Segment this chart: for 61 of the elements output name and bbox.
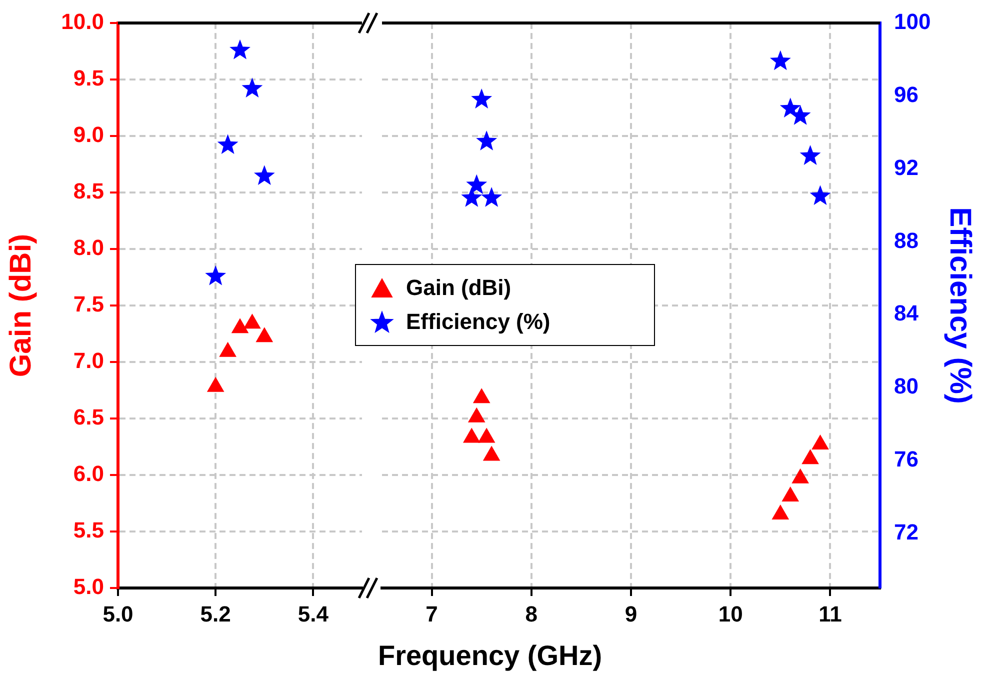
y2-axis-title: Efficiency (%) xyxy=(944,207,977,404)
point xyxy=(217,134,238,154)
point xyxy=(802,450,819,464)
y-tick-label: 7.0 xyxy=(73,348,104,374)
point xyxy=(473,388,490,404)
y-tick-label: 6.5 xyxy=(73,404,104,430)
y2-tick-label: 72 xyxy=(894,519,918,544)
point xyxy=(242,78,263,98)
point xyxy=(792,468,809,484)
y2-tick-label: 92 xyxy=(894,154,918,180)
y2-tick-label: 76 xyxy=(894,446,918,472)
legend-label: Efficiency (%) xyxy=(406,309,550,335)
point xyxy=(207,377,224,392)
y-tick-label: 5.5 xyxy=(73,518,104,543)
point xyxy=(461,186,482,207)
y-axis-title: Gain (dBi) xyxy=(4,234,38,378)
y-tick-label: 9.0 xyxy=(73,122,104,148)
y-tick-label: 9.5 xyxy=(73,66,104,91)
y-tick-label: 8.0 xyxy=(73,235,104,260)
point xyxy=(230,39,250,60)
y-tick-label: 5.0 xyxy=(73,574,104,600)
y-tick-label: 8.5 xyxy=(73,178,104,204)
x-tick-label: 10 xyxy=(718,601,743,626)
point xyxy=(256,328,273,342)
x-tick-label: 11 xyxy=(818,601,842,626)
x-tick-label: 8 xyxy=(525,601,538,626)
point xyxy=(800,145,821,165)
y2-tick-label: 88 xyxy=(894,228,918,253)
x-tick-label: 9 xyxy=(624,601,638,626)
y2-tick-label: 84 xyxy=(894,300,920,326)
point xyxy=(476,130,498,150)
y2-tick-label: 96 xyxy=(894,82,918,107)
x-axis-title: Frequency (GHz) xyxy=(378,640,602,672)
point xyxy=(471,88,492,108)
point xyxy=(483,446,500,461)
y-tick-label: 6.0 xyxy=(73,461,104,486)
point xyxy=(782,486,799,502)
y2-tick-label: 100 xyxy=(894,9,931,34)
point xyxy=(812,434,829,450)
point xyxy=(244,314,260,329)
point xyxy=(205,265,226,286)
legend-label: Gain (dBi) xyxy=(406,275,512,301)
point xyxy=(810,185,831,206)
point xyxy=(220,342,236,357)
point xyxy=(254,165,275,185)
point xyxy=(772,505,789,520)
point xyxy=(466,174,488,194)
x-tick-label: 5.4 xyxy=(298,601,330,626)
point xyxy=(770,50,791,70)
y-tick-label: 10.0 xyxy=(61,9,104,34)
point xyxy=(478,428,495,443)
x-tick-label: 5.0 xyxy=(102,601,134,626)
point xyxy=(463,428,480,443)
y-tick-label: 7.5 xyxy=(73,292,104,317)
point xyxy=(790,104,811,125)
y2-tick-label: 80 xyxy=(894,374,918,399)
x-tick-label: 5.2 xyxy=(200,601,231,626)
x-tick-label: 7 xyxy=(426,601,438,626)
point xyxy=(481,186,502,207)
point xyxy=(232,318,248,334)
point xyxy=(468,408,485,422)
